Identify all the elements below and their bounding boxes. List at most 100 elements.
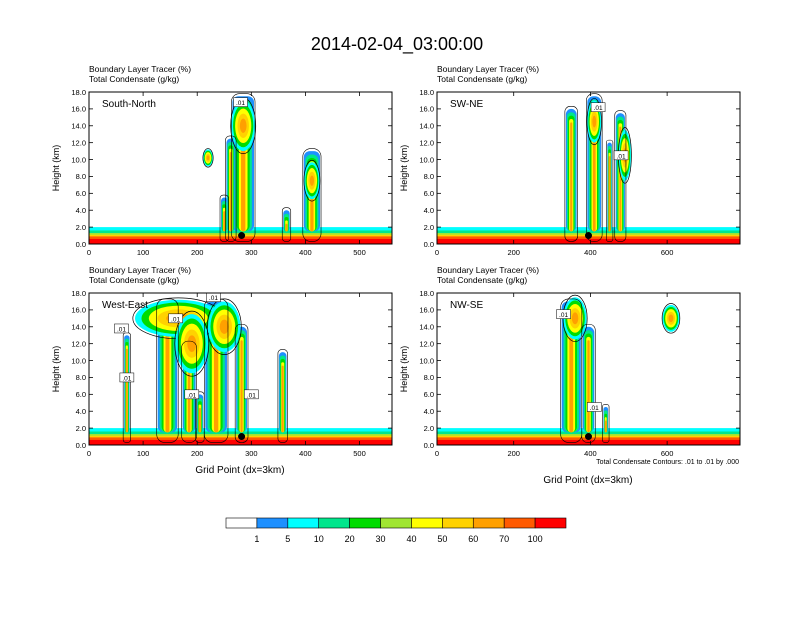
tracer-field: .01 .01 bbox=[437, 93, 740, 244]
x-tick-label: 200 bbox=[507, 449, 520, 458]
y-axis-label: Height (km) bbox=[51, 346, 61, 393]
x-tick-label: 0 bbox=[435, 248, 439, 257]
colorbar-swatch bbox=[503, 517, 536, 529]
panel-title: West-East bbox=[102, 300, 148, 311]
tracer-plume bbox=[607, 142, 612, 232]
y-tick-label: 0.0 bbox=[76, 441, 86, 450]
colorbar-label: 30 bbox=[376, 534, 386, 544]
section-center-marker bbox=[585, 232, 592, 240]
tracer-plume bbox=[236, 326, 247, 433]
x-tick-label: 400 bbox=[299, 248, 312, 257]
contour-label-box bbox=[114, 323, 129, 334]
contour-note: Total Condensate Contours: .01 to .01 by… bbox=[596, 459, 739, 466]
tracer-cloud bbox=[206, 298, 242, 355]
condensate-contour bbox=[614, 110, 627, 242]
condensate-contour bbox=[202, 148, 214, 168]
plot-frame bbox=[88, 91, 393, 245]
plume-layer bbox=[198, 407, 201, 433]
plume-layer bbox=[587, 340, 590, 433]
plume-layer bbox=[223, 211, 226, 232]
plume-layer bbox=[240, 340, 243, 433]
contour-label: .01 bbox=[171, 316, 180, 323]
y-tick-label: 14.0 bbox=[419, 323, 434, 332]
cloud-layer bbox=[219, 319, 229, 334]
contour-label-box bbox=[244, 389, 259, 400]
colorbar-label: 20 bbox=[345, 534, 355, 544]
y-tick-label: 8.0 bbox=[76, 172, 86, 181]
x-tick-label: 600 bbox=[661, 248, 674, 257]
contour-label: .01 bbox=[236, 100, 245, 107]
contour-label-box bbox=[587, 402, 602, 412]
contour-label-box bbox=[590, 102, 606, 112]
section-center-marker bbox=[238, 232, 246, 240]
panel-title: NW-SE bbox=[450, 300, 483, 311]
y-tick-label: 4.0 bbox=[424, 206, 434, 215]
tracer-field: .01 bbox=[89, 93, 392, 244]
plot-frame bbox=[88, 292, 393, 446]
contour-label-box bbox=[168, 313, 183, 324]
y-tick-label: 4.0 bbox=[76, 206, 86, 215]
condensate-contour bbox=[302, 148, 322, 242]
cloud-layer bbox=[571, 312, 579, 325]
plot-frame bbox=[436, 91, 741, 245]
y-tick-label: 8.0 bbox=[424, 373, 434, 382]
cloud-layer bbox=[668, 314, 674, 323]
colorbar-swatch bbox=[472, 517, 505, 529]
y-tick-label: 14.0 bbox=[71, 122, 86, 131]
y-tick-label: 2.0 bbox=[76, 223, 86, 232]
colorbar-swatch bbox=[256, 517, 289, 529]
y-tick-label: 0.0 bbox=[424, 240, 434, 249]
contour-label: .01 bbox=[247, 392, 256, 399]
plume-layer bbox=[125, 348, 128, 433]
condensate-contour bbox=[156, 298, 179, 443]
y-tick-label: 0.0 bbox=[76, 240, 86, 249]
colorbar-label: 1 bbox=[254, 534, 259, 544]
y-tick-label: 2.0 bbox=[424, 424, 434, 433]
panel-label-line2: Total Condensate (g/kg) bbox=[437, 74, 527, 84]
y-tick-label: 12.0 bbox=[71, 339, 86, 348]
y-tick-label: 4.0 bbox=[424, 407, 434, 416]
y-tick-label: 18.0 bbox=[419, 88, 434, 97]
contour-label-box bbox=[206, 293, 221, 302]
tracer-cloud bbox=[174, 310, 210, 377]
x-tick-label: 400 bbox=[584, 248, 597, 257]
x-tick-label: 0 bbox=[435, 449, 439, 458]
colorbar-swatch bbox=[225, 517, 258, 529]
y-tick-label: 12.0 bbox=[71, 138, 86, 147]
contour-label: .01 bbox=[209, 295, 218, 302]
plume-layer bbox=[285, 223, 288, 232]
tracer-plume bbox=[124, 335, 130, 433]
colorbar-label: 50 bbox=[437, 534, 447, 544]
x-tick-label: 0 bbox=[87, 449, 91, 458]
condensate-contour bbox=[219, 194, 229, 242]
x-tick-label: 400 bbox=[299, 449, 312, 458]
y-tick-label: 8.0 bbox=[424, 172, 434, 181]
x-tick-label: 400 bbox=[584, 449, 597, 458]
y-tick-label: 12.0 bbox=[419, 138, 434, 147]
x-tick-label: 200 bbox=[191, 248, 204, 257]
contour-label-box bbox=[556, 309, 571, 319]
colorbar-swatch bbox=[442, 517, 474, 529]
y-tick-label: 2.0 bbox=[424, 223, 434, 232]
plume-layer bbox=[569, 314, 574, 433]
y-tick-label: 6.0 bbox=[76, 390, 86, 399]
condensate-contour bbox=[586, 93, 603, 242]
plume-layer bbox=[165, 314, 170, 433]
section-center-marker bbox=[585, 433, 592, 441]
colorbar-swatch bbox=[287, 517, 320, 529]
x-axis-label: Grid Point (dx=3km) bbox=[195, 465, 284, 476]
y-tick-label: 10.0 bbox=[419, 356, 434, 365]
tracer-cloud bbox=[661, 303, 681, 334]
panel-title: South-North bbox=[102, 99, 156, 110]
colorbar-swatch bbox=[411, 517, 443, 529]
y-tick-label: 18.0 bbox=[71, 289, 86, 298]
condensate-contour bbox=[174, 310, 210, 377]
y-tick-label: 6.0 bbox=[424, 189, 434, 198]
condensate-contour bbox=[206, 298, 242, 355]
cloud-layer bbox=[187, 335, 197, 352]
y-tick-label: 18.0 bbox=[71, 88, 86, 97]
condensate-contour bbox=[231, 93, 256, 242]
x-tick-label: 500 bbox=[353, 449, 366, 458]
x-axis-label: Grid Point (dx=3km) bbox=[543, 475, 632, 486]
condensate-contour bbox=[586, 97, 602, 146]
